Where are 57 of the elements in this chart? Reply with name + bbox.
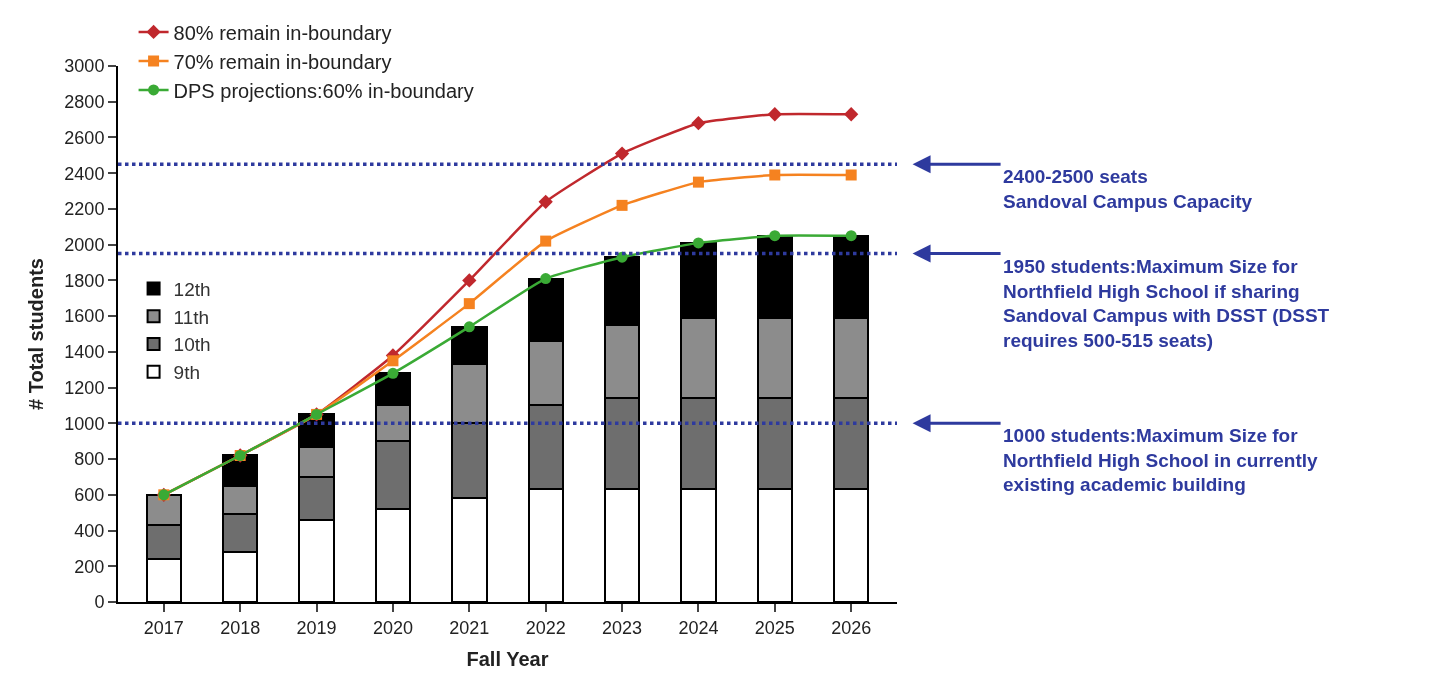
ref-line-label: 1000 students:Maximum Size for Northfield High School in currently existing academic building [1003, 425, 1318, 496]
point [387, 367, 399, 379]
point [463, 298, 475, 310]
x-tick-label: 2021 [449, 617, 490, 638]
point [540, 273, 552, 285]
x-tick-label: 2017 [143, 617, 184, 638]
point [769, 169, 781, 181]
x-tick-label: 2018 [220, 617, 261, 638]
x-tick-label: 2020 [372, 617, 413, 638]
y-tick-label: 400 [74, 520, 105, 541]
legend-label: DPS projections:60% in-boundary [173, 79, 474, 102]
point [844, 107, 859, 122]
legend-label: 70% remain in-boundary [173, 50, 392, 73]
point [387, 355, 399, 367]
point [540, 235, 552, 247]
point [616, 199, 628, 211]
x-tick-label: 2025 [754, 617, 795, 638]
point [692, 176, 704, 188]
x-tick-label: 2026 [831, 617, 872, 638]
y-tick-label: 200 [74, 556, 105, 577]
x-tick-label: 2022 [525, 617, 566, 638]
y-tick-label: 2000 [64, 234, 105, 255]
y-tick-label: 1600 [64, 306, 105, 327]
legend-label: 80% remain in-boundary [173, 21, 392, 44]
legend-label: 12th [173, 278, 211, 300]
y-axis-title: # Total students [25, 258, 48, 410]
legend-label: 9th [173, 362, 200, 384]
x-tick-label: 2024 [678, 617, 719, 638]
point [692, 237, 704, 249]
y-tick-label: 3000 [64, 56, 105, 77]
legend-label: 11th [173, 306, 210, 328]
y-tick-label: 1800 [64, 270, 105, 291]
point [767, 107, 782, 122]
y-tick-label: 2200 [64, 199, 105, 220]
y-tick-label: 2600 [64, 127, 105, 148]
legend-label: 10th [173, 334, 211, 356]
y-tick-label: 2800 [64, 92, 105, 113]
point [845, 169, 857, 181]
point [538, 194, 553, 209]
y-tick-label: 1400 [64, 342, 105, 363]
y-tick-label: 0 [94, 592, 105, 613]
y-tick-label: 1000 [64, 413, 105, 434]
y-tick-label: 800 [74, 449, 105, 470]
point [691, 116, 706, 131]
x-tick-label: 2019 [296, 617, 337, 638]
ref-line-label: 1950 students:Maximum Size for Northfield High School if sharing Sandoval Campus with DSST (DSST requires 500-515 seats) [1003, 256, 1330, 352]
point [845, 230, 857, 242]
x-axis-title: Fall Year [466, 647, 549, 670]
point [463, 321, 475, 333]
point [614, 146, 630, 161]
point [769, 230, 781, 242]
x-tick-label: 2023 [602, 617, 643, 638]
y-tick-label: 2400 [64, 163, 105, 184]
point [462, 273, 477, 288]
ref-line-label: 2400-2500 seats Sandoval Campus Capacity [1003, 166, 1253, 212]
y-tick-label: 1200 [64, 377, 105, 398]
y-tick-label: 600 [74, 485, 105, 506]
